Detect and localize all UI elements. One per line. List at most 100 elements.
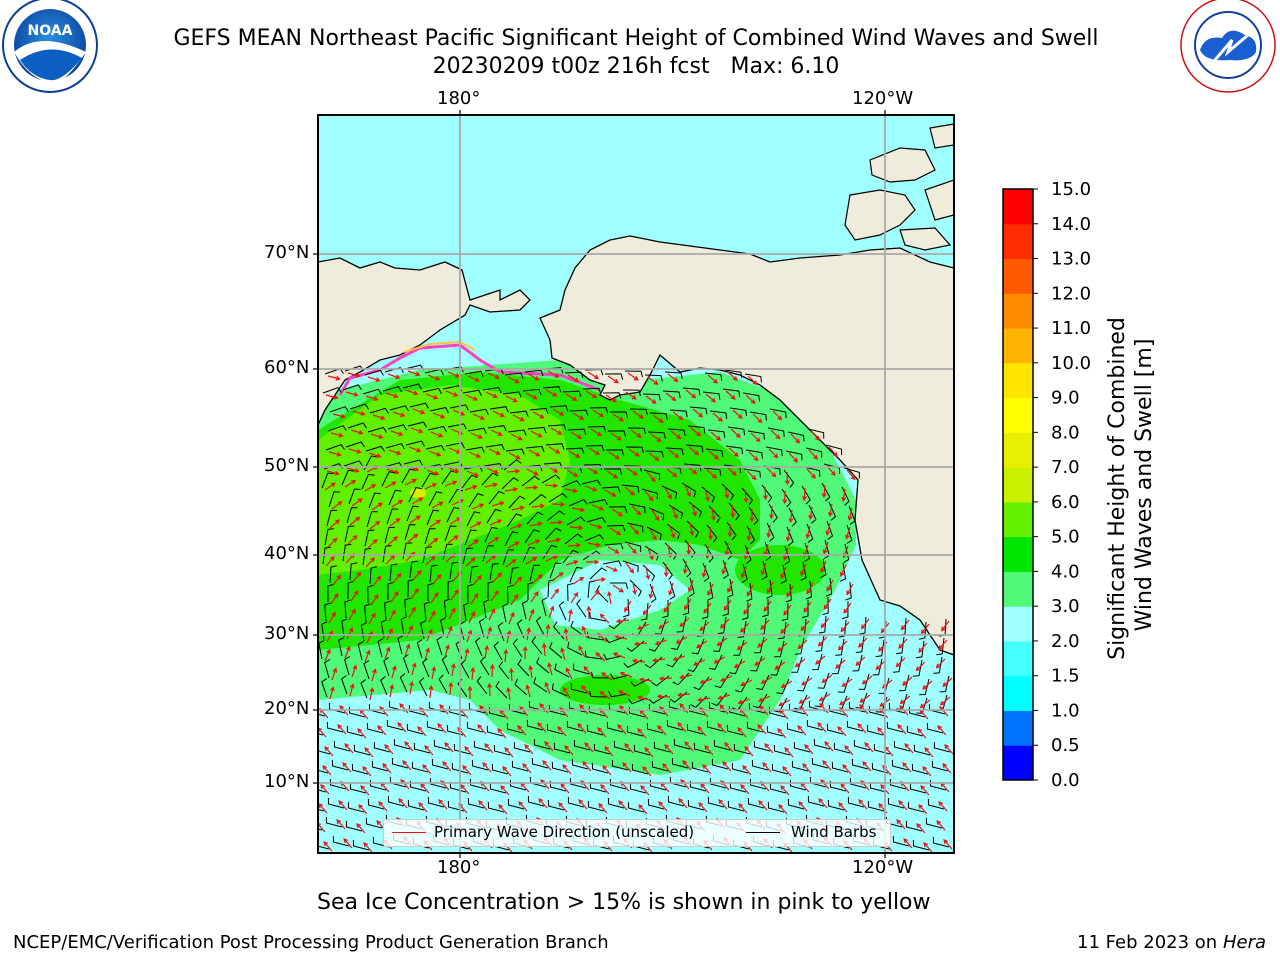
wave-arrow	[331, 500, 343, 510]
wave-arrow	[646, 471, 656, 483]
wind-barb	[682, 596, 690, 616]
wave-arrow	[507, 541, 520, 549]
wave-arrow	[808, 449, 818, 460]
wave-arrow	[706, 469, 718, 479]
wave-arrow	[571, 507, 586, 513]
wave-arrow	[896, 819, 906, 830]
wind-barb	[326, 721, 344, 733]
wave-arrow	[738, 803, 748, 814]
wind-barb	[610, 673, 630, 680]
wave-arrow	[857, 723, 867, 734]
wind-barb	[613, 740, 631, 752]
wave-arrow	[364, 484, 377, 492]
wave-arrow	[326, 470, 340, 476]
wave-arrow	[349, 516, 361, 526]
wave-arrow	[762, 762, 772, 773]
wind-barb	[604, 543, 624, 550]
wind-barb	[622, 560, 639, 573]
wind-barb	[631, 763, 649, 775]
wind-barb	[912, 839, 930, 851]
wave-arrow	[679, 703, 689, 714]
wave-arrow	[467, 685, 473, 699]
wave-arrow	[944, 744, 954, 755]
wind-barb	[341, 675, 348, 695]
wind-barb	[324, 602, 331, 622]
wave-arrow	[470, 432, 484, 439]
wave-arrow	[705, 393, 717, 403]
wave-arrow	[488, 608, 496, 621]
wave-arrow	[547, 537, 561, 543]
wind-barb	[527, 795, 545, 807]
wind-barb	[397, 635, 404, 655]
wind-barb	[403, 459, 423, 466]
wave-arrow	[550, 588, 559, 600]
wind-barb	[389, 405, 409, 412]
wave-arrow	[663, 563, 669, 578]
wave-arrow	[648, 452, 660, 461]
wave-arrow	[351, 498, 363, 507]
wind-barb	[626, 725, 644, 737]
wind-barb	[506, 513, 523, 528]
wind-barb	[548, 492, 568, 503]
wind-barb	[564, 533, 583, 545]
wave-arrow	[518, 801, 528, 812]
map-area	[318, 115, 954, 853]
wave-arrow	[586, 605, 592, 620]
wave-arrow	[786, 585, 794, 598]
wave-arrow	[939, 696, 951, 706]
wave-arrow	[922, 766, 932, 777]
wind-barb	[325, 816, 343, 828]
wind-barb	[426, 720, 444, 732]
wave-arrow	[685, 389, 697, 399]
wind-barb	[606, 524, 626, 532]
wind-barb	[606, 721, 624, 733]
wind-barb	[728, 705, 746, 717]
wind-barb	[482, 545, 494, 562]
wind-barb	[400, 616, 408, 636]
wave-arrow	[626, 467, 638, 476]
wind-barb	[408, 487, 422, 503]
wind-barb	[642, 393, 661, 401]
wave-arrow	[624, 743, 634, 754]
wave-arrow	[654, 639, 668, 646]
wind-barb	[561, 480, 581, 488]
wind-barb	[582, 550, 602, 561]
wind-barb	[745, 449, 763, 459]
wave-arrow	[688, 446, 700, 456]
wind-barb	[573, 739, 591, 751]
wave-arrow	[645, 566, 651, 580]
wave-arrow	[644, 490, 654, 502]
wind-barb	[627, 427, 646, 435]
wind-barb	[505, 448, 525, 455]
map-frame	[317, 114, 955, 854]
wind-barb	[833, 742, 851, 754]
wave-arrow	[743, 489, 749, 504]
wave-arrow	[746, 527, 752, 542]
lon-tick-top-120w: 120°W	[852, 88, 914, 109]
wind-barb	[427, 425, 447, 433]
wave-arrow	[701, 564, 707, 578]
wave-arrow	[707, 374, 719, 384]
wind-barb	[366, 722, 384, 734]
wave-arrow	[627, 543, 637, 554]
wave-arrow	[627, 372, 639, 381]
wave-arrow	[364, 747, 374, 758]
wave-arrow	[842, 764, 852, 775]
wave-arrow	[328, 611, 336, 624]
wave-arrow	[638, 677, 653, 683]
wind-barb	[602, 560, 622, 567]
axis-ticks	[313, 110, 886, 858]
wave-arrow	[847, 507, 853, 521]
colorbar-label: 13.0	[1051, 249, 1091, 270]
wave-arrow	[668, 582, 674, 596]
wave-arrow	[917, 728, 927, 739]
colorbar-label: 7.0	[1051, 457, 1080, 478]
colorbar-label: 12.0	[1051, 283, 1091, 304]
wave-arrow	[448, 607, 456, 620]
wave-arrow	[564, 488, 579, 494]
wind-barb	[482, 386, 502, 394]
wave-arrow	[841, 488, 847, 503]
wind-barb	[524, 529, 540, 544]
wave-arrow	[505, 395, 518, 403]
wave-arrow	[583, 665, 593, 677]
